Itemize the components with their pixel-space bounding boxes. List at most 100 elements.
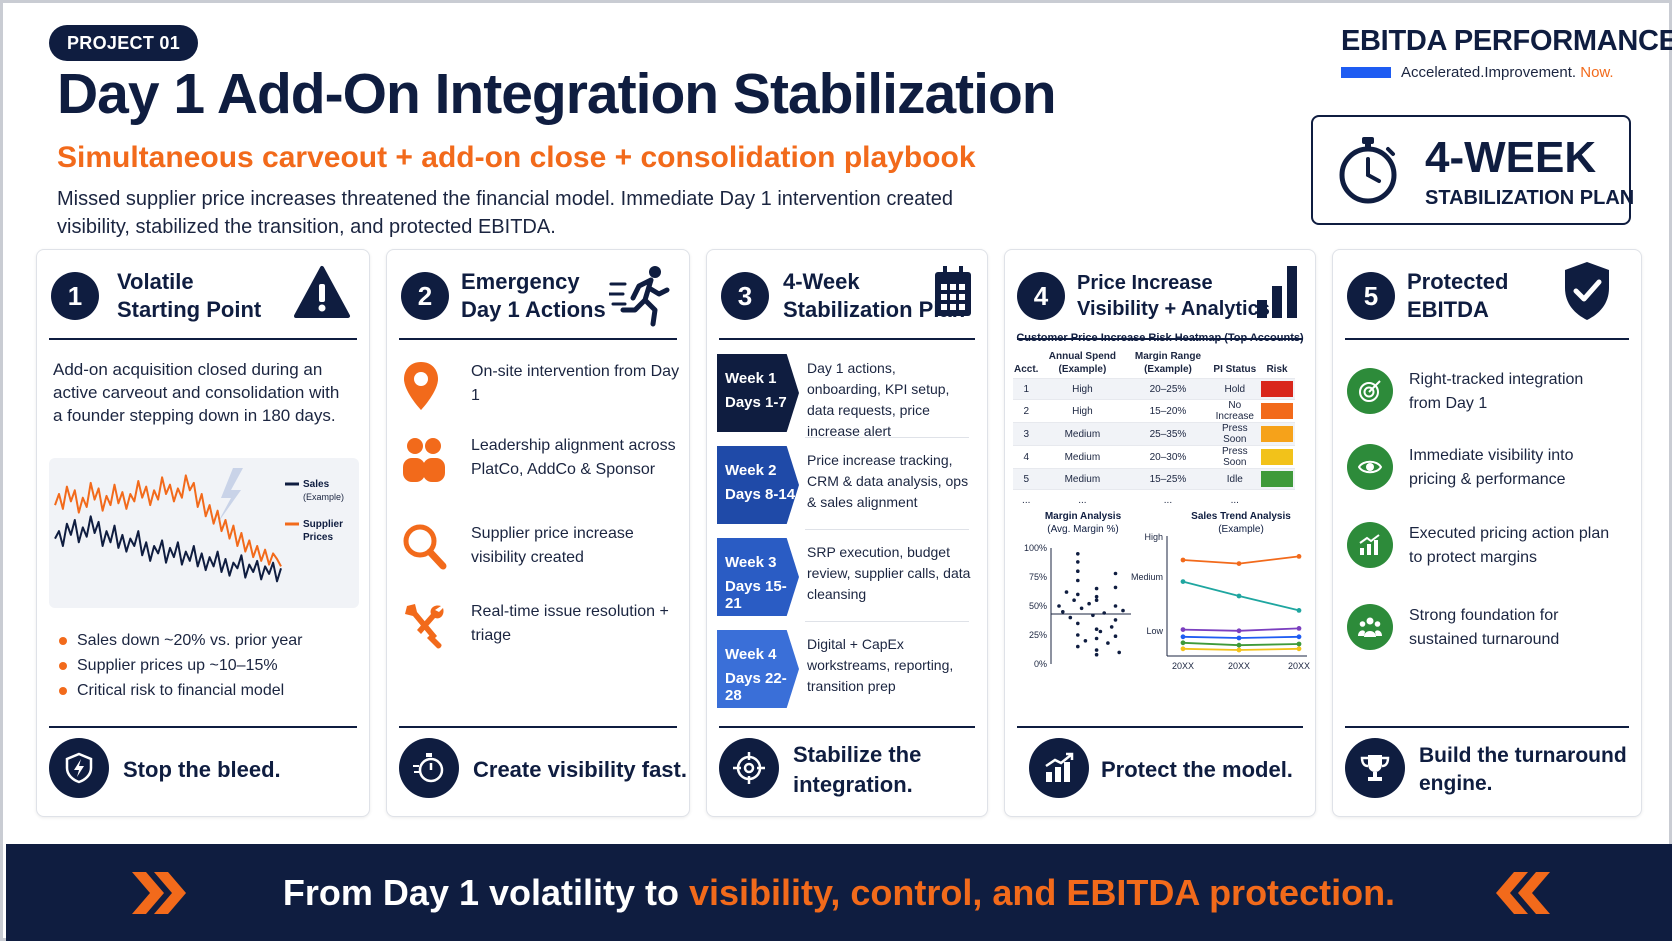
warning-icon bbox=[294, 266, 350, 318]
bullet-item: Supplier prices up ~10–15% bbox=[59, 653, 302, 678]
heat-spend: Medium bbox=[1039, 445, 1126, 469]
trend-point bbox=[1236, 561, 1242, 566]
heat-risk bbox=[1259, 468, 1295, 490]
heatmap-header: Annual Spend (Example) bbox=[1048, 351, 1116, 375]
heat-risk bbox=[1259, 378, 1295, 400]
heat-status: ... bbox=[1210, 489, 1259, 510]
margin-point bbox=[1113, 571, 1118, 576]
crosshair-icon bbox=[733, 752, 765, 784]
margin-point bbox=[1113, 585, 1118, 590]
risk-swatch bbox=[1261, 381, 1293, 397]
heat-margin: 15–25% bbox=[1125, 468, 1211, 490]
card-number: 5 bbox=[1347, 272, 1395, 320]
plan-box-big: 4-WEEK bbox=[1425, 133, 1597, 182]
trend-point bbox=[1296, 554, 1302, 559]
margin-point bbox=[1057, 604, 1061, 608]
team-icon bbox=[1358, 617, 1382, 637]
card-title: Price Increase Visibility + Analytics bbox=[1077, 270, 1270, 322]
heat-risk bbox=[1259, 445, 1295, 469]
brand-tagline-row: Accelerated.Improvement. Now. bbox=[1341, 64, 1637, 81]
heat-risk bbox=[1259, 422, 1295, 446]
week-days: Days 8-14 bbox=[725, 486, 796, 503]
legend-supplier: Supplier bbox=[303, 519, 343, 530]
week-separator bbox=[805, 437, 969, 438]
heatmap-row: 4 Medium 20–30% Press Soon bbox=[1013, 445, 1295, 469]
trend-point bbox=[1236, 642, 1242, 648]
week-row-1: Week 1 Days 1-7 Day 1 actions, onboarding… bbox=[717, 354, 969, 439]
trend-point bbox=[1296, 608, 1302, 613]
card-divider bbox=[1017, 726, 1303, 728]
heat-spend: ... bbox=[1039, 489, 1126, 510]
week-badge: Week 1 Days 1-7 bbox=[717, 354, 799, 432]
action-text: Real-time issue resolution + triage bbox=[471, 603, 669, 644]
week-separator bbox=[805, 621, 969, 622]
plan-box: 4-WEEK STABILIZATION PLAN bbox=[1311, 115, 1634, 225]
calendar-icon bbox=[935, 266, 971, 316]
trend-point bbox=[1236, 635, 1242, 641]
trend-point bbox=[1180, 579, 1186, 584]
stopwatch-icon bbox=[1339, 137, 1397, 204]
card-title-line2: Stabilization Plan bbox=[783, 297, 966, 322]
margin-point bbox=[1094, 598, 1099, 602]
week-days: Days 1-7 bbox=[725, 394, 787, 411]
card-divider bbox=[719, 338, 975, 340]
footer-line2: integration. bbox=[793, 772, 913, 797]
week-text: SRP execution, budget review, supplier c… bbox=[807, 544, 971, 602]
margin-point bbox=[1087, 601, 1091, 606]
card-text: Add-on acquisition closed during an acti… bbox=[53, 360, 340, 425]
heatmap-row: 3 Medium 25–35% Press Soon bbox=[1013, 422, 1295, 446]
heat-acct: 3 bbox=[1013, 422, 1040, 446]
margin-point bbox=[1094, 586, 1099, 591]
card-title-line1: Volatile bbox=[117, 269, 194, 294]
target-badge bbox=[1347, 368, 1393, 414]
week-label: Week 3 bbox=[725, 554, 777, 571]
week-badge: Week 4 Days 22-28 bbox=[717, 630, 799, 708]
card-footer-text: Stabilize the integration. bbox=[793, 724, 921, 816]
heatmap-header: PI Status bbox=[1213, 364, 1257, 375]
margin-point bbox=[1076, 621, 1080, 626]
heat-acct: 5 bbox=[1013, 468, 1040, 490]
card-footer: Protect the model. bbox=[1005, 724, 1315, 816]
card-emergency-actions: 2 Emergency Day 1 Actions On-site interve… bbox=[386, 249, 690, 817]
heat-spend: High bbox=[1039, 378, 1126, 400]
trend-point bbox=[1180, 557, 1186, 563]
brand-block: EBITDA PERFORMANCE Accelerated.Improveme… bbox=[1341, 25, 1672, 81]
trend-y-label: Medium bbox=[1131, 572, 1163, 582]
margin-tick: 0% bbox=[1034, 659, 1047, 669]
card-header: 3 4-Week Stabilization Plan bbox=[707, 250, 987, 338]
heatmap-row: 1 High 20–25% Hold bbox=[1013, 378, 1295, 400]
growth-chart-icon bbox=[1359, 534, 1380, 555]
action-text: On-site intervention from Day 1 bbox=[471, 363, 680, 404]
lightning-icon bbox=[217, 468, 243, 524]
trend-point bbox=[1180, 640, 1186, 646]
trend-y-label: Low bbox=[1146, 626, 1163, 636]
heat-margin: 20–25% bbox=[1125, 378, 1211, 400]
card-footer: Build the turnaround engine. bbox=[1333, 724, 1641, 816]
week-label: Week 4 bbox=[725, 646, 777, 663]
card-title-line2: Starting Point bbox=[117, 297, 262, 322]
trend-point bbox=[1296, 641, 1302, 647]
risk-swatch bbox=[1261, 471, 1293, 487]
protected-text: Strong foundation for sustained turnarou… bbox=[1409, 607, 1560, 648]
card-divider bbox=[49, 338, 357, 340]
shield-bolt-icon bbox=[65, 752, 93, 784]
margin-point bbox=[1094, 594, 1099, 599]
trend-sub: (Example) bbox=[1218, 524, 1264, 535]
risk-swatch bbox=[1261, 426, 1293, 442]
heat-acct: 1 bbox=[1013, 378, 1040, 400]
card-footer: Stop the bleed. bbox=[37, 724, 369, 816]
margin-point bbox=[1121, 608, 1125, 613]
margin-point bbox=[1076, 633, 1080, 637]
volatility-chart: Sales (Example) Supplier Prices bbox=[49, 458, 359, 608]
margin-point bbox=[1083, 639, 1088, 643]
trend-point bbox=[1236, 647, 1242, 653]
card-volatile-start: 1 Volatile Starting Point Add-on acquisit… bbox=[36, 249, 370, 817]
target-icon bbox=[1359, 380, 1381, 402]
risk-swatch bbox=[1261, 449, 1293, 465]
heatmap-header: Margin Range (Example) bbox=[1134, 351, 1202, 375]
card-title-line2: Day 1 Actions bbox=[461, 297, 606, 322]
legend-sales-sub: (Example) bbox=[303, 492, 344, 502]
card-number: 4 bbox=[1017, 272, 1065, 320]
card-divider bbox=[1017, 338, 1303, 340]
legend-supplier-sub: Prices bbox=[303, 532, 333, 543]
